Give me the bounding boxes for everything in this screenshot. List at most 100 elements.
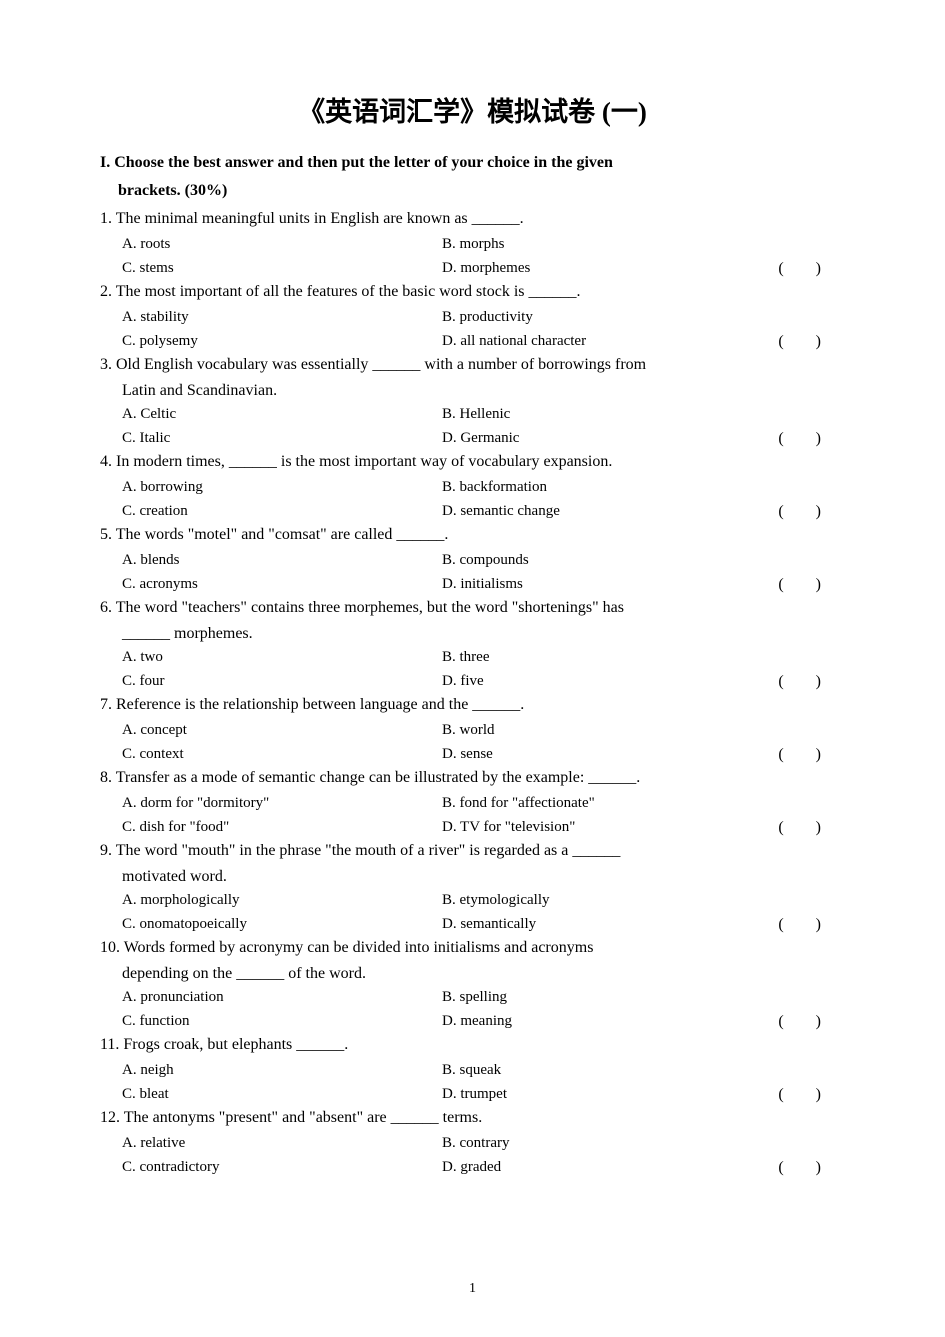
answer-bracket[interactable]: ( ) (778, 913, 835, 937)
option-a: A. roots (122, 233, 442, 256)
question-5: 5. The words "motel" and "comsat" are ca… (100, 523, 845, 547)
option-a: A. borrowing (122, 476, 442, 499)
option-b: B. three (442, 646, 845, 669)
option-b: B. etymologically (442, 889, 845, 912)
option-a: A. Celtic (122, 403, 442, 426)
option-b: B. spelling (442, 986, 845, 1009)
question-text: 7. Reference is the relationship between… (100, 696, 524, 713)
answer-bracket[interactable]: ( ) (778, 427, 835, 451)
option-b: B. world (442, 719, 845, 742)
option-c: C. onomatopoeically (122, 913, 442, 936)
answer-bracket[interactable]: ( ) (778, 1083, 835, 1107)
question-text: 8. Transfer as a mode of semantic change… (100, 769, 640, 786)
question-continuation: depending on the ______ of the word. (100, 962, 845, 986)
options-row-cd: C. contextD. sense( ) (100, 743, 845, 766)
answer-bracket[interactable]: ( ) (778, 816, 835, 840)
option-c: C. creation (122, 500, 442, 523)
options-row-cd: C. functionD. meaning( ) (100, 1010, 845, 1033)
options-row-ab: A. pronunciationB. spelling (100, 986, 845, 1009)
question-continuation: motivated word. (100, 865, 845, 889)
option-c: C. dish for "food" (122, 816, 442, 839)
question-continuation: Latin and Scandinavian. (100, 379, 845, 403)
question-6: 6. The word "teachers" contains three mo… (100, 596, 845, 620)
question-11: 11. Frogs croak, but elephants ______. (100, 1033, 845, 1057)
option-b: B. productivity (442, 306, 845, 329)
question-text: 5. The words "motel" and "comsat" are ca… (100, 526, 448, 543)
option-a: A. concept (122, 719, 442, 742)
option-b: B. compounds (442, 549, 845, 572)
question-text: 6. The word "teachers" contains three mo… (100, 599, 624, 616)
question-continuation: ______ morphemes. (100, 622, 845, 646)
question-text: 3. Old English vocabulary was essentiall… (100, 356, 646, 373)
option-c: C. contradictory (122, 1156, 442, 1179)
options-row-cd: C. dish for "food"D. TV for "television"… (100, 816, 845, 839)
option-b: B. contrary (442, 1132, 845, 1155)
options-row-ab: A. relativeB. contrary (100, 1132, 845, 1155)
options-row-cd: C. stemsD. morphemes( ) (100, 257, 845, 280)
question-4: 4. In modern times, ______ is the most i… (100, 450, 845, 474)
option-b: B. fond for "affectionate" (442, 792, 845, 815)
option-b: B. backformation (442, 476, 845, 499)
question-text: 2. The most important of all the feature… (100, 283, 581, 300)
answer-bracket[interactable]: ( ) (778, 573, 835, 597)
question-8: 8. Transfer as a mode of semantic change… (100, 766, 845, 790)
option-c: C. context (122, 743, 442, 766)
options-row-cd: C. acronymsD. initialisms( ) (100, 573, 845, 596)
options-row-cd: C. bleatD. trumpet( ) (100, 1083, 845, 1106)
options-row-cd: C. creationD. semantic change( ) (100, 500, 845, 523)
option-c: C. Italic (122, 427, 442, 450)
answer-bracket[interactable]: ( ) (778, 1156, 835, 1180)
options-row-ab: A. morphologicallyB. etymologically (100, 889, 845, 912)
question-3: 3. Old English vocabulary was essentiall… (100, 353, 845, 377)
option-a: A. dorm for "dormitory" (122, 792, 442, 815)
option-b: B. morphs (442, 233, 845, 256)
question-text: 1. The minimal meaningful units in Engli… (100, 210, 524, 227)
options-row-ab: A. rootsB. morphs (100, 233, 845, 256)
question-12: 12. The antonyms "present" and "absent" … (100, 1106, 845, 1130)
section-header-line1: I. Choose the best answer and then put t… (100, 151, 845, 175)
option-a: A. neigh (122, 1059, 442, 1082)
options-row-cd: C. fourD. five( ) (100, 670, 845, 693)
options-row-cd: C. contradictoryD. graded( ) (100, 1156, 845, 1179)
options-row-cd: C. onomatopoeicallyD. semantically( ) (100, 913, 845, 936)
answer-bracket[interactable]: ( ) (778, 500, 835, 524)
options-row-ab: A. blendsB. compounds (100, 549, 845, 572)
question-2: 2. The most important of all the feature… (100, 280, 845, 304)
option-a: A. morphologically (122, 889, 442, 912)
question-10: 10. Words formed by acronymy can be divi… (100, 936, 845, 960)
option-a: A. pronunciation (122, 986, 442, 1009)
question-9: 9. The word "mouth" in the phrase "the m… (100, 839, 845, 863)
option-a: A. two (122, 646, 442, 669)
options-row-cd: C. ItalicD. Germanic( ) (100, 427, 845, 450)
options-row-ab: A. CelticB. Hellenic (100, 403, 845, 426)
question-text: 11. Frogs croak, but elephants ______. (100, 1036, 348, 1053)
options-row-ab: A. dorm for "dormitory"B. fond for "affe… (100, 792, 845, 815)
question-1: 1. The minimal meaningful units in Engli… (100, 207, 845, 231)
page-title: 《英语词汇学》模拟试卷 (一) (100, 90, 845, 129)
options-row-ab: A. conceptB. world (100, 719, 845, 742)
page-number: 1 (0, 1281, 945, 1297)
option-c: C. acronyms (122, 573, 442, 596)
option-c: C. polysemy (122, 330, 442, 353)
answer-bracket[interactable]: ( ) (778, 1010, 835, 1034)
option-c: C. function (122, 1010, 442, 1033)
option-c: C. stems (122, 257, 442, 280)
option-a: A. blends (122, 549, 442, 572)
option-b: B. squeak (442, 1059, 845, 1082)
options-row-ab: A. neighB. squeak (100, 1059, 845, 1082)
option-b: B. Hellenic (442, 403, 845, 426)
options-row-cd: C. polysemyD. all national character( ) (100, 330, 845, 353)
answer-bracket[interactable]: ( ) (778, 330, 835, 354)
options-row-ab: A. stabilityB. productivity (100, 306, 845, 329)
questions-container: 1. The minimal meaningful units in Engli… (100, 207, 845, 1178)
question-text: 4. In modern times, ______ is the most i… (100, 453, 612, 470)
option-a: A. stability (122, 306, 442, 329)
option-a: A. relative (122, 1132, 442, 1155)
options-row-ab: A. twoB. three (100, 646, 845, 669)
option-c: C. bleat (122, 1083, 442, 1106)
answer-bracket[interactable]: ( ) (778, 743, 835, 767)
answer-bracket[interactable]: ( ) (778, 257, 835, 281)
options-row-ab: A. borrowingB. backformation (100, 476, 845, 499)
answer-bracket[interactable]: ( ) (778, 670, 835, 694)
question-text: 10. Words formed by acronymy can be divi… (100, 939, 593, 956)
